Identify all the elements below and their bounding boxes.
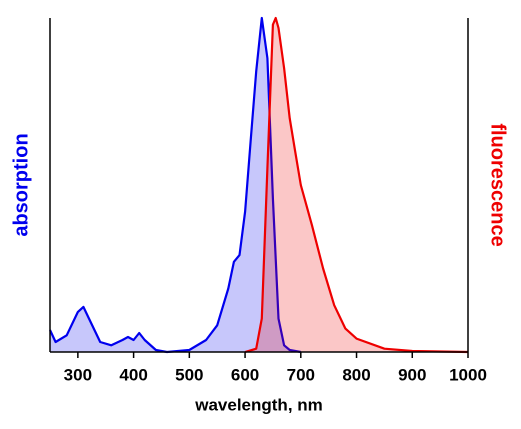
line	[49, 16, 301, 354]
x-tick-label: 300	[64, 365, 92, 384]
area	[50, 18, 301, 352]
x-tick-label: 800	[342, 365, 370, 384]
x-tick-label: 1000	[449, 365, 487, 384]
x-axis-label: wavelength, nm	[194, 395, 323, 414]
y-axis-label: absorption	[10, 133, 32, 236]
line	[244, 16, 469, 354]
x-tick-label: 900	[398, 365, 426, 384]
area	[245, 18, 468, 352]
x-tick-label: 600	[231, 365, 259, 384]
y2-axis-label: fluorescence	[487, 123, 509, 246]
x-tick-label: 500	[175, 365, 203, 384]
x-tick-label: 400	[119, 365, 147, 384]
x-tick-label: 700	[287, 365, 315, 384]
